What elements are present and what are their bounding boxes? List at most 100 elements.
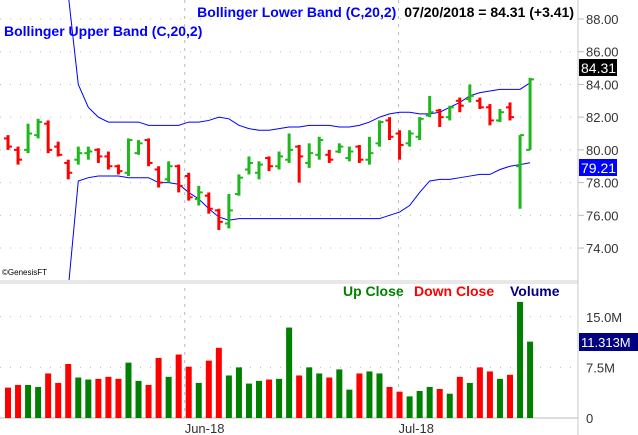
price-bar [214,208,223,231]
price-bar [415,117,424,141]
price-bar [64,159,73,180]
volume-bar [326,377,333,418]
price-bar [305,143,314,168]
bollinger-bands [68,0,531,280]
volume-bar [5,387,11,418]
x-tick-label: Jul-18 [399,421,434,435]
price-bar [355,144,364,163]
price-bar [375,120,384,147]
price-bar [104,151,113,170]
volume-bar [416,391,423,418]
volume-bar [496,378,503,418]
volume-bar [105,376,112,418]
price-bar [204,192,213,214]
price-bar [255,161,263,180]
price-bar [345,146,354,162]
price-bar [265,156,274,172]
price-tick-label: 88.00 [586,12,619,27]
price-bar [244,156,253,175]
volume-bar [396,391,403,418]
volume-bar [356,373,363,418]
price-bar [144,138,153,167]
volume-bar [65,364,72,418]
volume-bar [235,367,242,418]
volume-bar [175,354,182,418]
price-bar [164,161,173,183]
price-bar [506,102,514,121]
volume-bar [215,347,222,418]
price-bar [475,97,484,109]
price-tick-label: 86.00 [586,45,619,60]
volume-bar [426,386,433,418]
price-bar [194,185,203,206]
volume-bar [286,327,293,418]
price-tick-label: 80.00 [586,143,619,158]
price-tick-label: 76.00 [586,208,619,223]
price-bar [184,172,193,201]
price-bar [445,105,454,121]
price-bar [295,144,304,183]
volume-bar [35,386,42,418]
price-bar [325,149,334,163]
volume-bar [316,373,323,418]
volume-bar [527,341,534,418]
volume-bar [346,389,353,418]
volume-bar [446,393,453,418]
price-tick-label: 74.00 [586,241,619,256]
volume-bar [306,367,313,418]
price-bar [4,135,12,150]
volume-bar [456,376,463,418]
price-bar [275,151,284,170]
y-ticks: 88.00 86.00 84.00 82.00 80.00 78.00 76.00 74.00… [578,12,622,426]
volume-bar [336,369,343,418]
price-bar [395,130,404,160]
price-bar [54,141,63,157]
lower-band-box [579,159,617,176]
price-bar [455,97,464,113]
price-bar [516,134,525,209]
volume-bar [466,382,473,418]
price-bar [385,117,394,141]
volume-tick-label: 7.5M [586,360,615,375]
price-bar [174,164,183,193]
price-bar [234,174,243,196]
volume-bar [135,380,142,418]
price-bar [465,84,474,103]
price-bar [124,138,133,177]
volume-bar [185,366,192,418]
volume-bar [95,378,102,418]
volume-bar [145,384,152,418]
price-bar [44,120,53,154]
volume-bar [436,388,443,418]
volume-bar [376,373,383,418]
price-tick-label: 78.00 [586,176,619,191]
quote-text: 07/20/2018 = 84.31 (+3.41) [404,4,574,20]
price-bar [485,104,494,126]
lower-band-label: 79.21 [581,160,616,176]
volume-bar [45,373,52,418]
last-volume-box [579,333,638,351]
price-tick-label: 82.00 [586,110,619,125]
price-bar [154,166,163,188]
volume-bar [507,374,513,418]
volume-bar [55,382,62,418]
price-bar [94,148,103,163]
upper-band-title: Bollinger Upper Band (C,20,2) [4,23,202,39]
price-bar [435,108,444,127]
volume-bar [517,301,524,418]
price-bar [74,146,83,165]
volume-bar [195,382,202,418]
volume-tick-label: 15.0M [586,310,622,325]
volume-bar [75,377,82,418]
x-ticks: Jun-18 Jul-18 [185,421,434,435]
last-price-box [579,59,617,76]
price-bar [24,123,33,154]
volume-bar [266,379,273,418]
last-price-label: 84.31 [581,60,616,76]
volume-bar [205,360,212,418]
price-bar [526,77,535,151]
volume-bar [406,396,413,418]
volume-bar [15,384,22,418]
lower-band-title: Bollinger Lower Band (C,20,2) [197,4,396,20]
price-bar [315,136,324,160]
